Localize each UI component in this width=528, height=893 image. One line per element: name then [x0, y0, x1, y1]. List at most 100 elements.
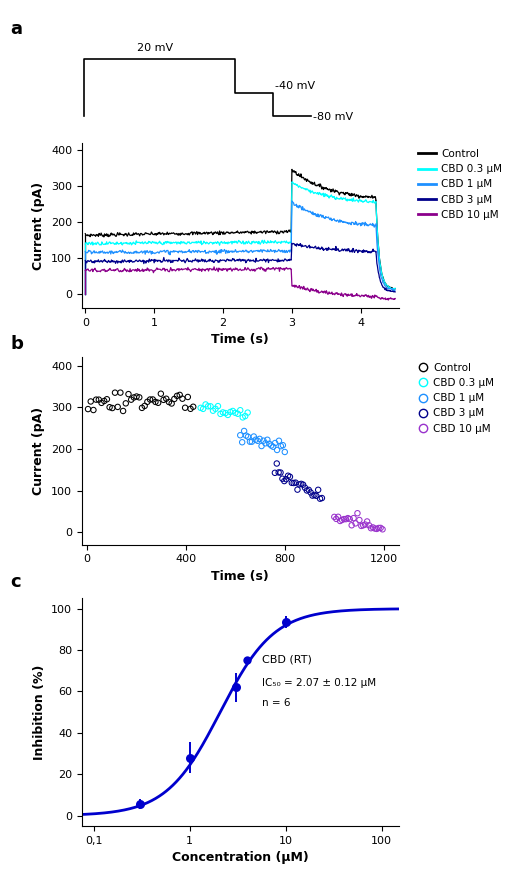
Point: [261, 436, 270, 450]
Point: [376, 521, 385, 535]
X-axis label: Time (s): Time (s): [211, 333, 269, 346]
Point: [135, 390, 144, 405]
Point: [340, 512, 348, 526]
Point: [140, 399, 149, 413]
Point: [344, 511, 352, 525]
Point: [308, 488, 317, 503]
Point: [278, 472, 287, 486]
Point: [369, 521, 377, 535]
Point: [214, 399, 222, 413]
Point: [303, 483, 311, 497]
Point: [291, 475, 300, 489]
Point: [336, 513, 344, 528]
Point: [127, 393, 135, 407]
Point: [242, 429, 250, 443]
X-axis label: Concentration (μM): Concentration (μM): [172, 851, 308, 864]
Point: [332, 512, 341, 526]
Point: [318, 491, 326, 505]
Point: [310, 488, 318, 502]
Point: [97, 396, 106, 410]
Point: [84, 402, 92, 416]
Point: [199, 402, 208, 416]
Point: [178, 391, 187, 405]
Point: [297, 477, 305, 491]
Point: [351, 516, 360, 530]
Point: [284, 469, 293, 483]
Point: [124, 387, 133, 401]
Point: [89, 403, 98, 417]
Point: [374, 521, 383, 535]
Point: [330, 510, 338, 524]
Point: [219, 405, 227, 420]
Point: [271, 465, 279, 480]
Point: [365, 518, 373, 532]
Point: [275, 465, 283, 480]
Point: [206, 399, 215, 413]
Point: [95, 393, 103, 407]
Point: [209, 404, 217, 418]
Y-axis label: Current (pA): Current (pA): [32, 181, 45, 270]
Point: [108, 401, 117, 415]
Point: [273, 443, 281, 457]
Point: [267, 438, 276, 453]
Point: [229, 404, 237, 418]
Point: [143, 395, 152, 409]
Point: [265, 437, 274, 451]
Point: [305, 483, 313, 497]
Point: [248, 435, 256, 449]
Text: a: a: [11, 20, 23, 38]
Point: [312, 488, 320, 503]
Point: [316, 491, 324, 505]
Y-axis label: Current (pA): Current (pA): [32, 407, 45, 495]
Point: [121, 396, 130, 411]
Point: [277, 439, 285, 454]
Point: [238, 435, 247, 449]
Point: [204, 399, 212, 413]
Point: [236, 403, 244, 417]
Point: [345, 512, 354, 526]
Point: [295, 477, 304, 491]
Point: [299, 478, 307, 492]
Point: [239, 410, 247, 424]
Point: [314, 483, 323, 497]
Point: [257, 438, 266, 453]
Text: c: c: [11, 573, 21, 591]
Text: n = 6: n = 6: [262, 698, 291, 708]
Point: [357, 519, 365, 533]
Point: [111, 386, 119, 400]
Point: [250, 430, 258, 444]
Point: [275, 434, 283, 448]
Point: [282, 472, 290, 487]
Point: [167, 396, 176, 411]
Point: [165, 395, 173, 409]
Point: [154, 396, 163, 410]
Point: [221, 406, 230, 421]
Point: [271, 436, 279, 450]
Point: [259, 433, 268, 447]
Point: [280, 474, 288, 488]
Point: [367, 521, 375, 535]
Point: [211, 402, 220, 416]
Point: [373, 522, 381, 536]
Point: [87, 395, 95, 409]
Point: [241, 409, 249, 423]
Point: [181, 401, 190, 415]
Point: [116, 386, 125, 400]
Text: IC₅₀ = 2.07 ± 0.12 μM: IC₅₀ = 2.07 ± 0.12 μM: [262, 678, 376, 688]
Point: [334, 510, 342, 524]
Point: [253, 434, 262, 448]
Point: [133, 389, 141, 404]
Point: [201, 397, 210, 412]
Y-axis label: Inhibition (%): Inhibition (%): [33, 664, 45, 760]
Point: [189, 399, 197, 413]
Point: [138, 401, 146, 415]
Point: [279, 438, 287, 453]
Text: -80 mV: -80 mV: [313, 112, 353, 121]
Point: [226, 405, 234, 419]
Point: [263, 432, 271, 446]
Legend: Control, CBD 0.3 μM, CBD 1 μM, CBD 3 μM, CBD 10 μM: Control, CBD 0.3 μM, CBD 1 μM, CBD 3 μM,…: [413, 359, 498, 438]
Point: [216, 406, 225, 421]
Point: [347, 518, 356, 532]
Point: [175, 388, 184, 402]
Point: [236, 428, 244, 442]
